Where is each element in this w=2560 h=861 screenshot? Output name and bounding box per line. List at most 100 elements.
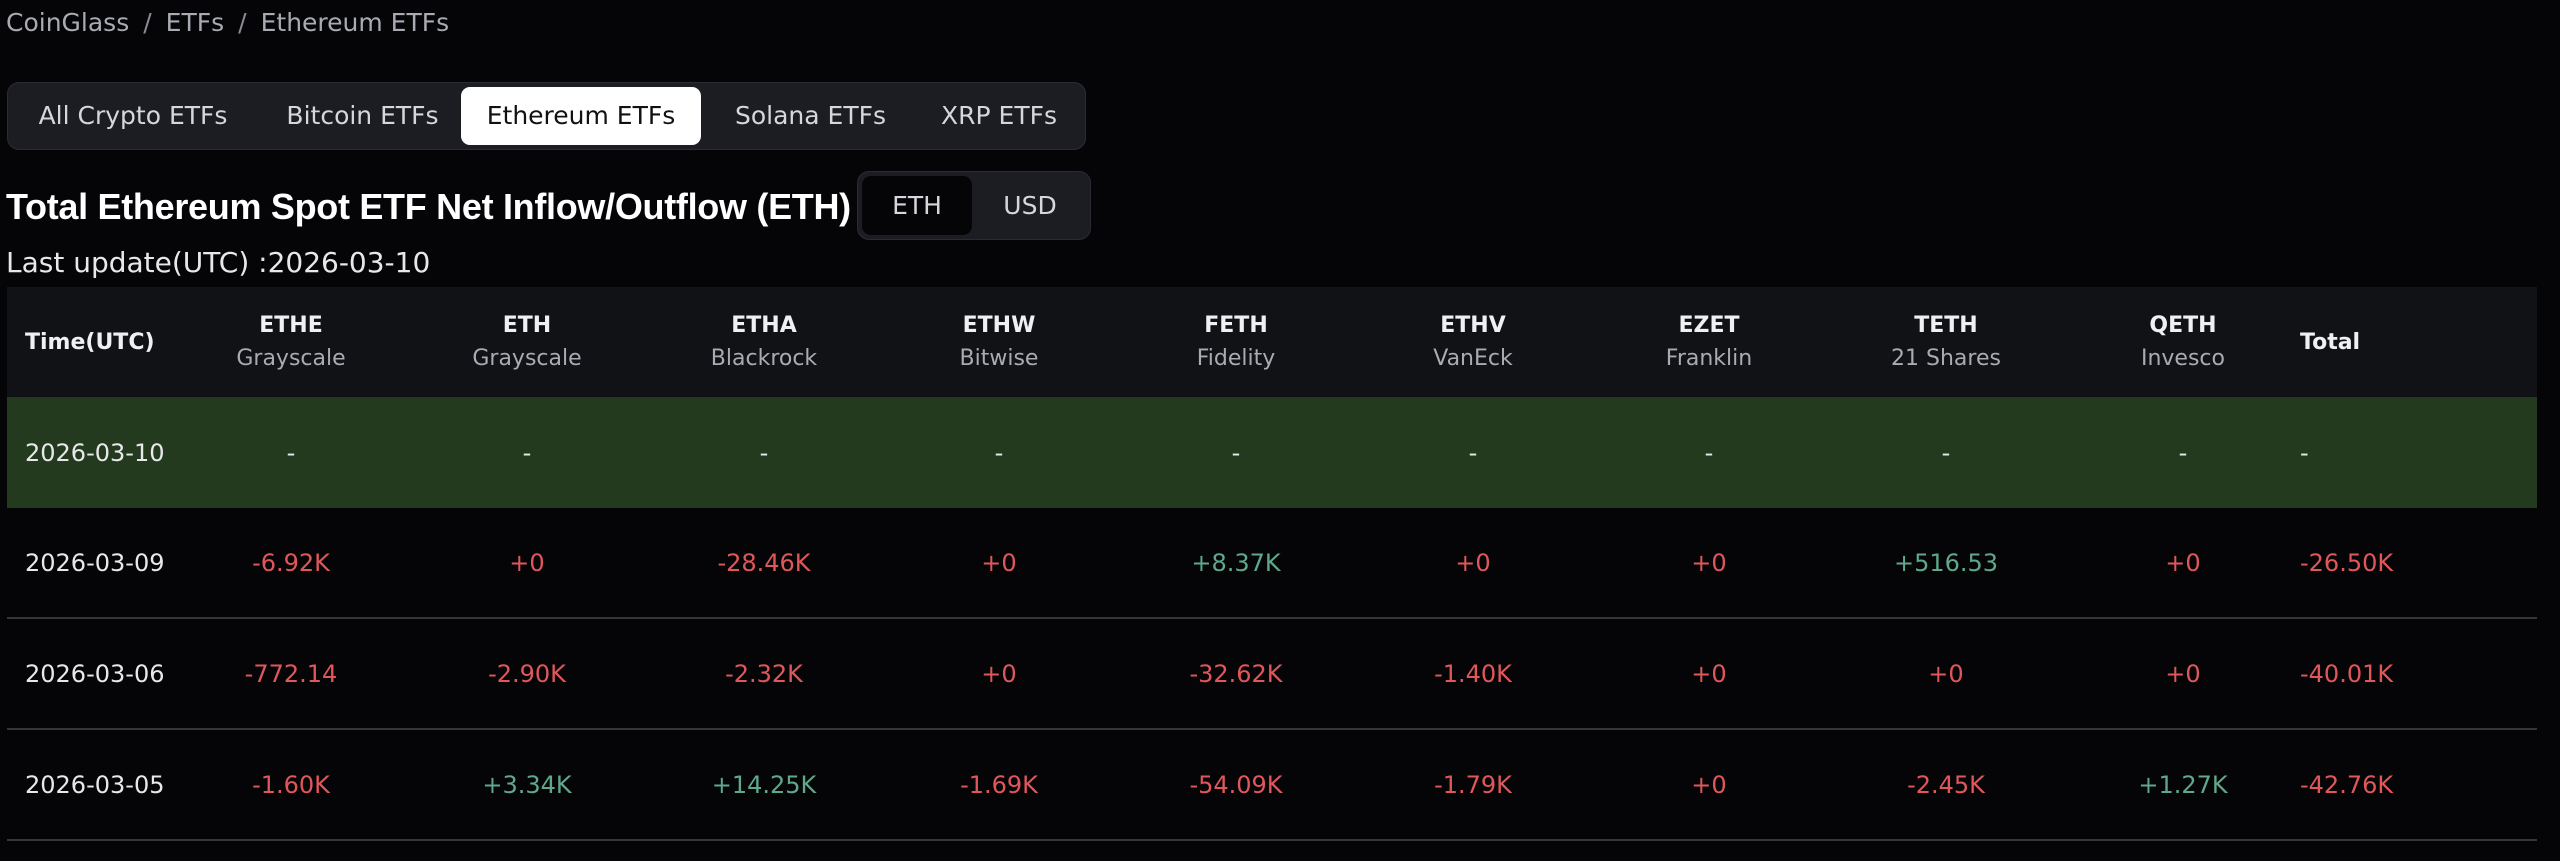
breadcrumb: CoinGlass / ETFs / Ethereum ETFs (6, 8, 449, 37)
flow-value: +0 (509, 548, 545, 577)
flow-value: +0 (1455, 548, 1491, 577)
flow-value: -1.69K (960, 770, 1038, 799)
table-row: 2026-03-10 - - - - - - - - - - (7, 397, 2537, 508)
flow-value: - (2178, 438, 2188, 467)
header-issuer: Grayscale (236, 346, 346, 371)
value-cell: -1.60K (181, 730, 401, 839)
flow-value: +1.27K (2138, 770, 2228, 799)
header-ticker: ETHW (962, 313, 1036, 338)
value-cell: +0 (889, 619, 1109, 728)
value-cell: +0 (1836, 619, 2056, 728)
tab[interactable]: Solana ETFs (734, 101, 886, 130)
header-issuer: Grayscale (472, 346, 582, 371)
value-cell: +516.53 (1836, 508, 2056, 617)
value-cell: +0 (1599, 619, 1819, 728)
flow-value: -6.92K (252, 548, 330, 577)
flow-value: -1.40K (1434, 659, 1512, 688)
header-ticker: ETHV (1440, 313, 1506, 338)
flow-value: +14.25K (711, 770, 817, 799)
value-cell: +0 (417, 508, 637, 617)
value-cell: -2.32K (654, 619, 874, 728)
value-cell: -2.90K (417, 619, 637, 728)
value-cell: - (889, 397, 1109, 508)
header-cell: ETHE Grayscale (181, 287, 401, 397)
section-title: Total Ethereum Spot ETF Net Inflow/Outfl… (6, 186, 851, 227)
header-ticker: FETH (1204, 313, 1268, 338)
flow-value: - (1468, 438, 1478, 467)
flow-value: - (2300, 438, 2309, 467)
header-ticker: ETHE (259, 313, 323, 338)
flow-value: - (1941, 438, 1951, 467)
header-issuer: Blackrock (710, 346, 818, 371)
tab[interactable]: XRP ETFs (941, 101, 1057, 130)
value-cell: +0 (2073, 619, 2293, 728)
header-ticker: EZET (1678, 313, 1740, 338)
breadcrumb-link[interactable]: ETFs (165, 8, 225, 37)
toggle-option[interactable]: USD (1003, 191, 1057, 220)
breadcrumb-link[interactable]: CoinGlass (6, 8, 130, 37)
flow-value: -42.76K (2300, 770, 2394, 799)
last-update: Last update(UTC) :2026-03-10 (6, 246, 431, 279)
flow-value: -2.32K (725, 659, 803, 688)
date: 2026-03-06 (25, 659, 165, 688)
breadcrumb-current: Ethereum ETFs (260, 8, 450, 37)
flow-value: -28.46K (717, 548, 811, 577)
header-cell: Total (2300, 287, 2360, 397)
value-cell: -28.46K (654, 508, 874, 617)
header-cell: QETH Invesco (2073, 287, 2293, 397)
date-cell: 2026-03-06 (25, 619, 164, 728)
header-ticker: ETH (502, 313, 552, 338)
value-cell: -32.62K (1126, 619, 1346, 728)
flow-table: Time(UTC) ETHE Grayscale ETH Grayscale ETHA Bl… (7, 287, 2537, 841)
flow-value: - (759, 438, 769, 467)
flow-value: - (1231, 438, 1241, 467)
flow-value: -1.60K (252, 770, 330, 799)
value-cell: +8.37K (1126, 508, 1346, 617)
header-issuer: 21 Shares (1891, 346, 2001, 371)
flow-value: +516.53 (1893, 548, 1999, 577)
date: 2026-03-05 (25, 770, 165, 799)
header-issuer: Bitwise (959, 346, 1039, 371)
value-cell: +0 (2073, 508, 2293, 617)
flow-value: +8.37K (1191, 548, 1281, 577)
flow-value: -2.45K (1907, 770, 1985, 799)
flow-value: - (994, 438, 1004, 467)
value-cell: +0 (1599, 508, 1819, 617)
flow-value: +0 (1691, 659, 1727, 688)
header-ticker: QETH (2149, 313, 2217, 338)
value-cell: -26.50K (2300, 508, 2393, 617)
value-cell: +3.34K (417, 730, 637, 839)
flow-value: - (286, 438, 296, 467)
value-cell: - (1836, 397, 2056, 508)
flow-value: -40.01K (2300, 659, 2394, 688)
flow-value: -54.09K (1189, 770, 1283, 799)
toggle-option-active[interactable]: ETH (862, 176, 972, 235)
flow-value: +0 (1691, 770, 1727, 799)
date-cell: 2026-03-10 (25, 397, 164, 508)
value-cell: +14.25K (654, 730, 874, 839)
value-cell: -1.79K (1363, 730, 1583, 839)
breadcrumb-separator: / (238, 8, 247, 37)
header-cell: TETH 21 Shares (1836, 287, 2056, 397)
header-ticker: TETH (1914, 313, 1978, 338)
flow-value: -32.62K (1189, 659, 1283, 688)
value-cell: +1.27K (2073, 730, 2293, 839)
date: 2026-03-10 (25, 438, 165, 467)
tab[interactable]: All Crypto ETFs (38, 101, 228, 130)
value-cell: -772.14 (181, 619, 401, 728)
tab-active[interactable]: Ethereum ETFs (461, 87, 701, 145)
value-cell: - (1126, 397, 1346, 508)
table-row: 2026-03-09 -6.92K +0 -28.46K +0 +8.37K +0 +0 +51… (7, 508, 2537, 619)
flow-value: +0 (981, 548, 1017, 577)
header-ticker: Time(UTC) (25, 329, 155, 355)
value-cell: +0 (889, 508, 1109, 617)
flow-value: -772.14 (244, 659, 338, 688)
flow-value: +0 (1928, 659, 1964, 688)
header-issuer: Fidelity (1196, 346, 1276, 371)
value-cell: -54.09K (1126, 730, 1346, 839)
flow-value: +3.34K (482, 770, 572, 799)
header-cell: Time(UTC) (25, 287, 155, 397)
header-cell: ETHA Blackrock (654, 287, 874, 397)
tab[interactable]: Bitcoin ETFs (286, 101, 439, 130)
